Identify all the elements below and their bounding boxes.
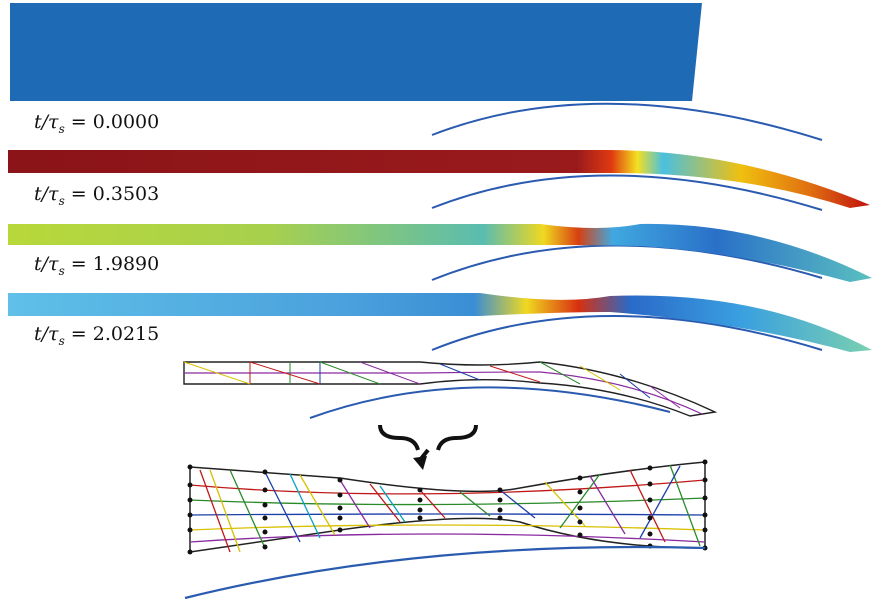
deformed-bar-3 <box>8 293 872 352</box>
time-label-3: t/τs = 1.9890 <box>34 253 160 278</box>
fine-mesh <box>187 459 708 555</box>
rigid-surface-6 <box>184 545 706 600</box>
deformed-bar-1 <box>8 150 870 208</box>
coarse-mesh <box>183 361 718 417</box>
rigid-surface-3 <box>431 244 823 281</box>
rigid-surface-5 <box>309 386 671 419</box>
initial-bar <box>10 3 702 101</box>
time-label-2: t/τs = 0.3503 <box>34 183 160 208</box>
rigid-surface-4 <box>431 315 823 351</box>
rigid-surface-2 <box>431 174 823 211</box>
deformed-bar-2 <box>8 223 872 282</box>
time-label-1: t/τs = 0.0000 <box>34 111 160 136</box>
curly-brace-arrow-icon <box>378 424 478 470</box>
time-label-4: t/τs = 2.0215 <box>34 323 160 348</box>
rigid-surface-1 <box>431 102 823 141</box>
